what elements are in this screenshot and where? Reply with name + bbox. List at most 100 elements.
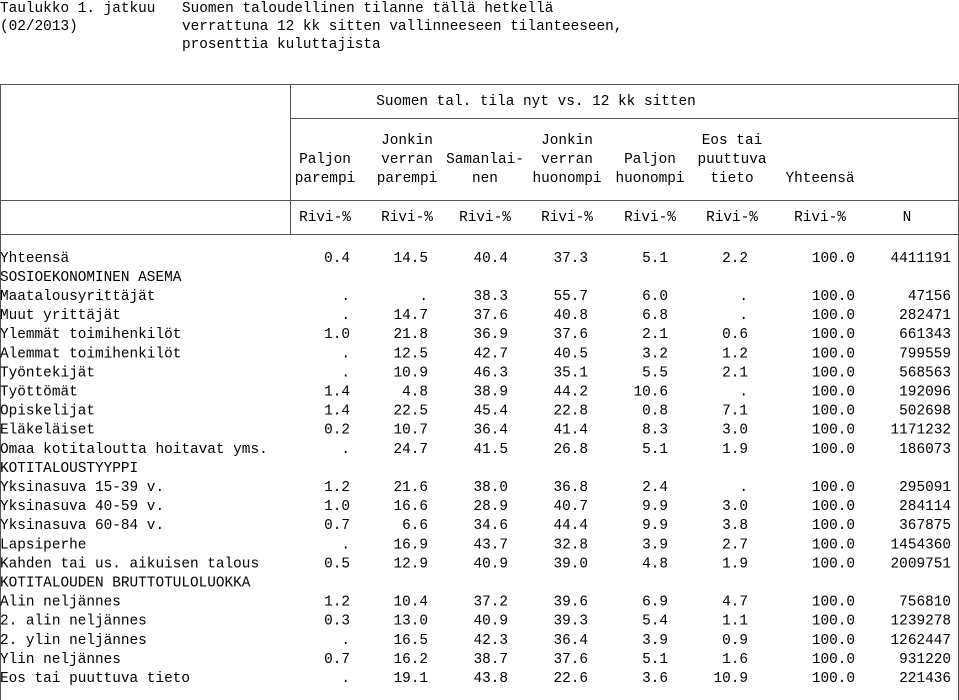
cell: 40.8 [553,308,588,324]
cell: 4411191 [891,251,951,267]
cell: 756810 [899,595,951,611]
column-header: Paljon [299,152,351,168]
cell: 100.0 [812,614,855,630]
cell: 1454360 [891,537,951,553]
cell: 2.2 [722,251,748,267]
cell: 37.6 [553,652,588,668]
cell: 43.7 [473,537,508,553]
cell: 5.4 [642,614,668,630]
cell: 10.7 [393,423,428,439]
cell: 1.4 [324,404,350,420]
cell: 0.8 [642,404,668,420]
column-header: huonompi [615,171,684,187]
cell: 19.1 [393,671,428,687]
cell: . [341,633,350,649]
cell: 100.0 [812,289,855,305]
cell: 100.0 [812,537,855,553]
cell: 1.2 [722,346,748,362]
title-right: Suomen taloudellinen tilanne tällä hetke… [182,1,554,17]
cell: 0.9 [722,633,748,649]
cell: 44.4 [553,518,588,534]
cell: 37.6 [553,327,588,343]
cell: 38.9 [473,384,508,400]
cell: 4.8 [642,556,668,572]
cell: 367875 [899,518,951,534]
cell: 3.0 [722,499,748,515]
cell: 55.7 [553,289,588,305]
cell: . [739,480,748,496]
cell: 42.3 [473,633,508,649]
cell: 12.9 [393,556,428,572]
cell: 931220 [899,652,951,668]
unit-header: Rivi-% [381,210,433,226]
cell: . [341,442,350,458]
cell: 16.5 [393,633,428,649]
cell: 0.7 [324,652,350,668]
column-header: Yhteensä [785,171,854,187]
cell: 35.1 [553,365,588,381]
cell: 16.9 [393,537,428,553]
cell: 100.0 [812,633,855,649]
cell: 40.9 [473,556,508,572]
cell: 100.0 [812,365,855,381]
cell: 2009751 [891,556,951,572]
cell: 221436 [899,671,951,687]
cell: . [419,289,428,305]
cell: 39.0 [553,556,588,572]
cell: 1.2 [324,595,350,611]
cell: 10.9 [713,671,748,687]
cell: 100.0 [812,652,855,668]
cell: 4.7 [722,595,748,611]
cell: 16.6 [393,499,428,515]
cell: 44.2 [553,384,588,400]
cell: 38.7 [473,652,508,668]
cell: 41.5 [473,442,508,458]
unit-header: N [903,210,912,226]
column-header: puuttuva [697,152,766,168]
cell: 100.0 [812,327,855,343]
cell: . [341,308,350,324]
unit-header: Rivi-% [299,210,351,226]
cell: 1171232 [891,423,951,439]
cell: 38.0 [473,480,508,496]
cell: 100.0 [812,251,855,267]
cell: 24.7 [393,442,428,458]
cell: 3.6 [642,671,668,687]
cell: 34.6 [473,518,508,534]
row-label: 2. alin neljännes [0,614,147,630]
title-left: Taulukko 1. jatkuu [0,1,155,17]
cell: 1.2 [324,480,350,496]
cell: 22.5 [393,404,428,420]
cell: 3.2 [642,346,668,362]
cell: 2.1 [642,327,668,343]
unit-header: Rivi-% [459,210,511,226]
unit-header: Rivi-% [541,210,593,226]
cell: 28.9 [473,499,508,515]
section-header: KOTITALOUDEN BRUTTOTULOLUOKKA [0,575,251,591]
cell: 2.4 [642,480,668,496]
cell: 661343 [899,327,951,343]
column-header: Paljon [624,152,676,168]
row-label: Ylin neljännes [0,652,121,668]
unit-header: Rivi-% [624,210,676,226]
cell: . [341,365,350,381]
row-label: Omaa kotitaloutta hoitavat yms. [0,442,268,458]
cell: 0.2 [324,423,350,439]
cell: 192096 [899,384,951,400]
cell: 295091 [899,480,951,496]
cell: 5.5 [642,365,668,381]
cell: 2.1 [722,365,748,381]
cell: 100.0 [812,518,855,534]
cell: 0.4 [324,251,350,267]
cell: 43.8 [473,671,508,687]
cell: 186073 [899,442,951,458]
cell: 799559 [899,346,951,362]
cell: 41.4 [553,423,588,439]
title-right: verrattuna 12 kk sitten vallinneeseen ti… [182,19,622,35]
cell: 0.5 [324,556,350,572]
cell: 2.7 [722,537,748,553]
cell: 3.8 [722,518,748,534]
cell: 39.6 [553,595,588,611]
cell: 37.2 [473,595,508,611]
cell: 40.7 [553,499,588,515]
